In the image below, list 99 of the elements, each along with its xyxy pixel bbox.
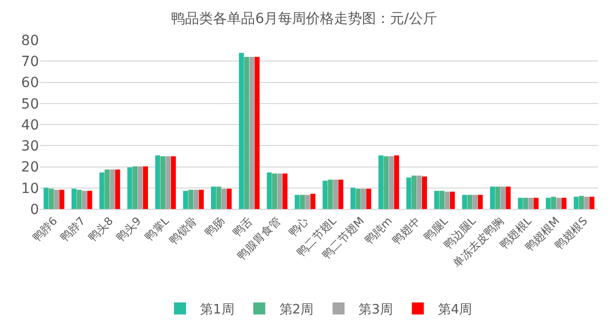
y-tick-label: 10 bbox=[21, 180, 39, 197]
y-tick-label: 20 bbox=[21, 160, 39, 176]
bar bbox=[155, 155, 160, 209]
bar bbox=[294, 194, 300, 209]
bar bbox=[394, 155, 400, 209]
legend-label: 第2周 bbox=[279, 302, 314, 318]
bar bbox=[266, 172, 272, 209]
legend-label: 第1周 bbox=[200, 302, 234, 318]
bar bbox=[551, 196, 556, 209]
bar bbox=[384, 156, 389, 209]
bar bbox=[44, 188, 49, 209]
bar bbox=[378, 155, 384, 209]
bar bbox=[406, 178, 412, 209]
bar bbox=[166, 156, 171, 209]
bar bbox=[272, 174, 278, 209]
bar bbox=[422, 176, 427, 209]
legend-label: 第3周 bbox=[358, 302, 393, 318]
bar bbox=[305, 194, 310, 209]
bar bbox=[115, 170, 120, 209]
bar bbox=[194, 190, 199, 209]
bar bbox=[450, 192, 455, 209]
bar bbox=[183, 190, 188, 209]
bar bbox=[350, 188, 356, 209]
bar bbox=[523, 198, 528, 209]
bar bbox=[495, 186, 500, 209]
bar bbox=[478, 194, 483, 209]
bar bbox=[444, 192, 450, 209]
y-tick-label: 80 bbox=[21, 32, 39, 49]
bar bbox=[216, 186, 222, 209]
bar bbox=[500, 186, 506, 209]
bar bbox=[249, 56, 254, 209]
x-tick-label: 鸭头8 bbox=[86, 214, 116, 244]
bar bbox=[356, 188, 361, 209]
bar bbox=[439, 190, 444, 209]
bar bbox=[574, 196, 579, 209]
x-tick-label: 鸭头9 bbox=[114, 214, 144, 244]
y-tick-label: 40 bbox=[21, 117, 39, 134]
bar bbox=[99, 172, 104, 209]
bar bbox=[59, 190, 64, 209]
y-tick-label: 70 bbox=[21, 54, 39, 70]
bar bbox=[472, 194, 478, 209]
bar bbox=[333, 180, 338, 209]
bar bbox=[160, 156, 166, 209]
y-tick-label: 30 bbox=[21, 138, 39, 155]
y-tick-label: 60 bbox=[21, 75, 39, 92]
bar bbox=[434, 190, 440, 209]
bar bbox=[170, 156, 176, 209]
chart-title: 鸭品类各单品6月每周价格走势图：元/公斤 bbox=[171, 11, 437, 28]
bar bbox=[76, 190, 82, 209]
bar bbox=[366, 188, 372, 209]
bar bbox=[416, 176, 422, 209]
bar bbox=[556, 198, 562, 209]
bar bbox=[104, 170, 110, 209]
bar bbox=[462, 194, 468, 209]
bar bbox=[226, 188, 232, 209]
legend-label: 第4周 bbox=[438, 302, 472, 318]
bar bbox=[132, 166, 138, 209]
bar bbox=[300, 194, 305, 209]
bar bbox=[322, 180, 328, 209]
bar bbox=[388, 156, 394, 209]
bar bbox=[518, 198, 523, 209]
bar bbox=[467, 194, 472, 209]
x-tick-label: 鸭心 bbox=[286, 214, 312, 240]
bar bbox=[338, 180, 344, 209]
x-tick-label: 鸭翅中 bbox=[390, 214, 423, 248]
bar bbox=[412, 176, 417, 209]
bar bbox=[143, 166, 148, 209]
bar bbox=[72, 188, 76, 209]
bar bbox=[110, 170, 115, 209]
y-tick-label: 50 bbox=[21, 96, 39, 112]
bar bbox=[282, 174, 288, 209]
bar bbox=[578, 196, 584, 209]
bar bbox=[310, 194, 316, 209]
bar bbox=[546, 198, 551, 209]
bar bbox=[589, 196, 594, 209]
x-tick-label: 鸭肠 bbox=[202, 214, 228, 240]
bar bbox=[490, 186, 495, 209]
bar bbox=[328, 180, 333, 209]
bar bbox=[238, 52, 244, 209]
bar bbox=[211, 186, 216, 209]
bar bbox=[138, 166, 143, 209]
bar bbox=[221, 188, 226, 209]
bar bbox=[127, 167, 132, 209]
bar bbox=[54, 190, 60, 209]
bar bbox=[198, 190, 204, 209]
bar bbox=[254, 56, 260, 209]
bar bbox=[188, 190, 194, 209]
bar bbox=[82, 190, 87, 209]
bar bbox=[534, 198, 539, 209]
bar bbox=[562, 198, 566, 209]
bar bbox=[244, 56, 250, 209]
bar bbox=[528, 198, 534, 209]
bar bbox=[277, 174, 282, 209]
bar bbox=[87, 190, 92, 209]
bar bbox=[360, 188, 366, 209]
bar bbox=[48, 188, 54, 209]
bar bbox=[584, 196, 590, 209]
bar bbox=[506, 186, 511, 209]
x-tick-label: 鸭脖7 bbox=[58, 214, 88, 244]
